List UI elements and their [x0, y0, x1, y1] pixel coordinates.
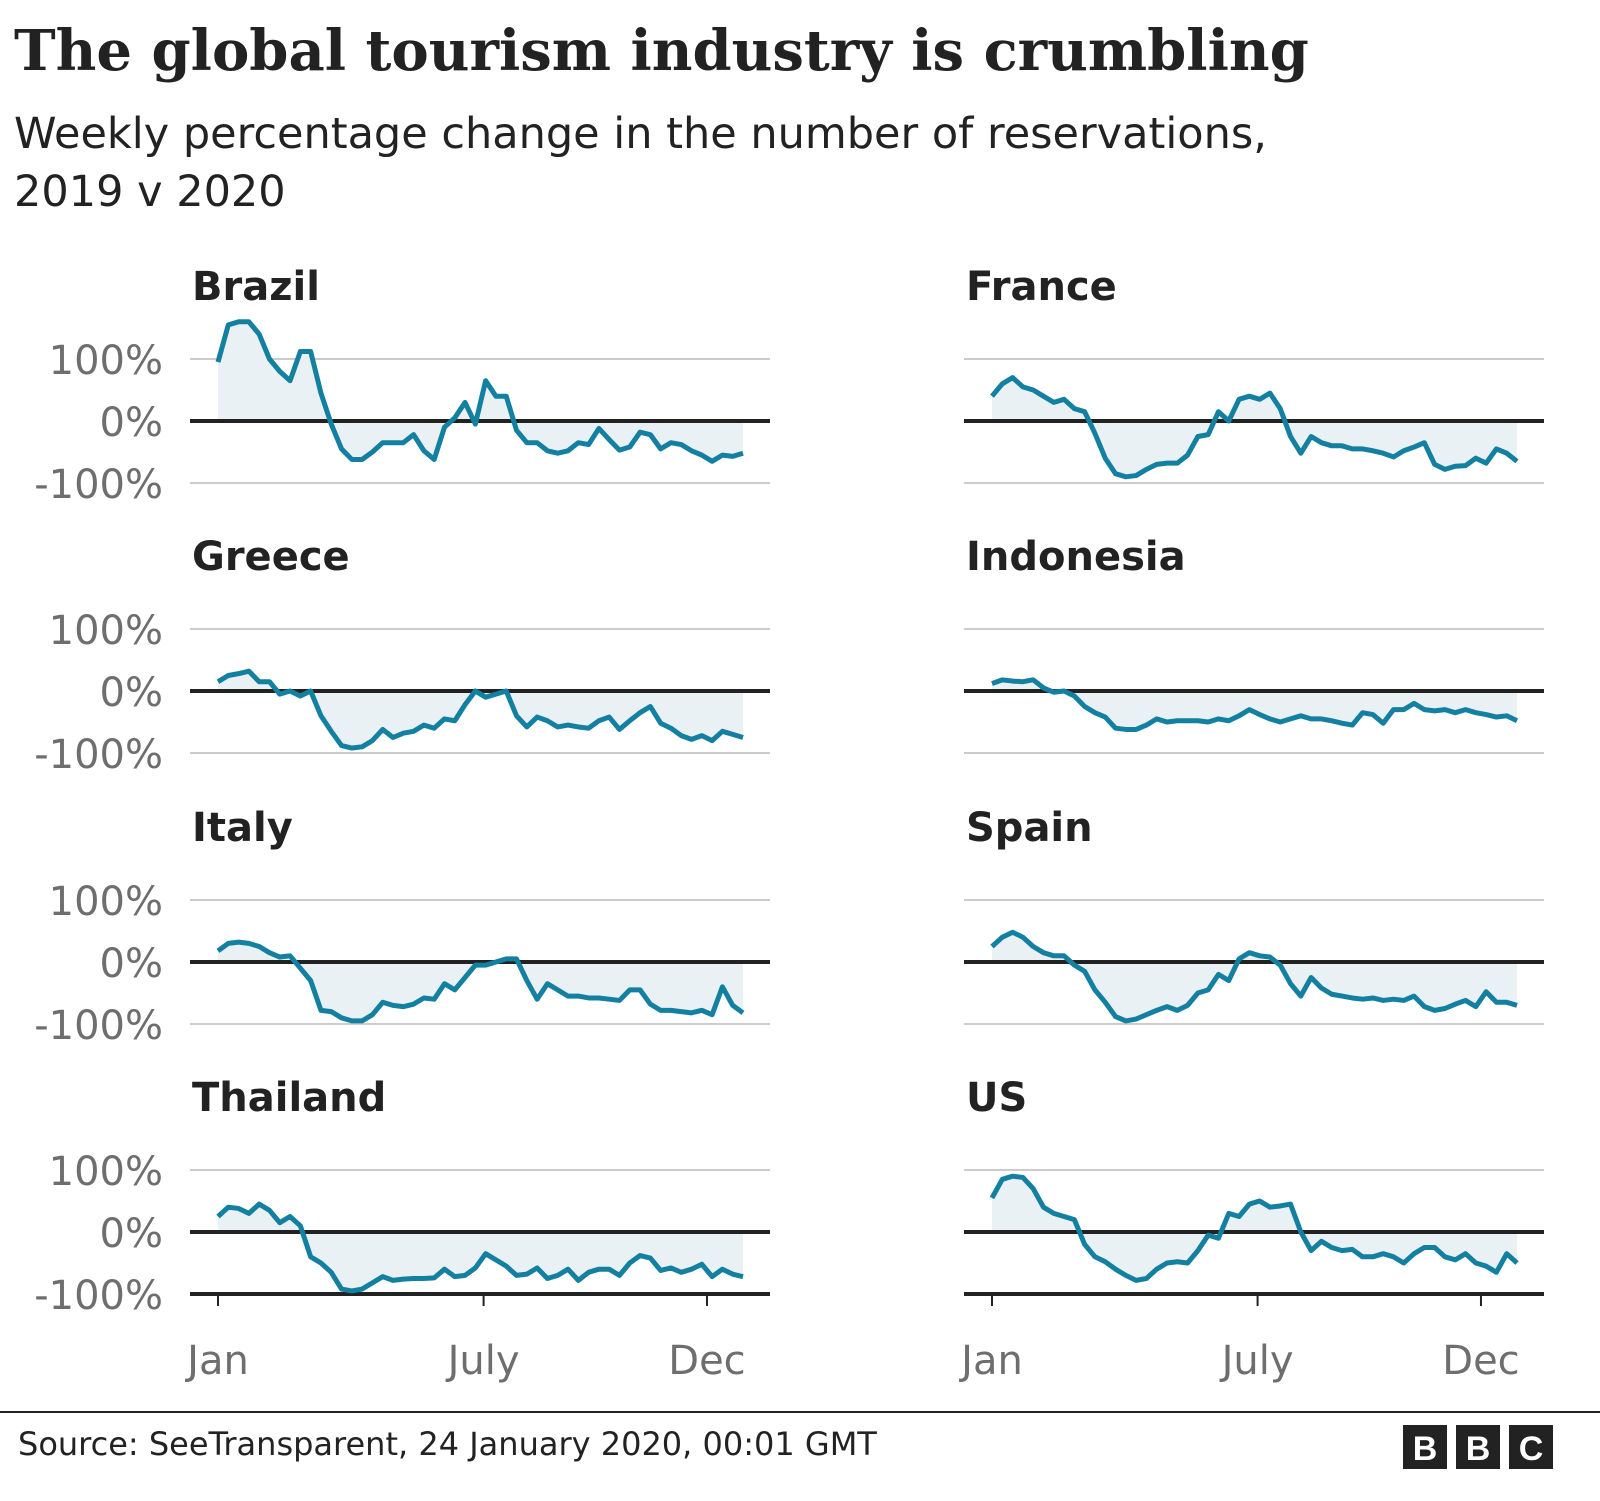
- panel-spain: Spain: [964, 805, 1544, 1025]
- chart-subtitle-line-2: 2019 v 2020: [14, 167, 286, 217]
- panels: Brazil 100% 0% -100% France Greece 100% 0% -100%…: [34, 264, 1544, 1384]
- panel-france: France: [964, 264, 1544, 484]
- series-area: [218, 671, 743, 749]
- panel-greece: Greece 100% 0% -100%: [34, 534, 770, 778]
- panel-title: Thailand: [192, 1075, 386, 1121]
- y-tick-label: -100%: [34, 1273, 163, 1319]
- panel-title: Indonesia: [966, 534, 1186, 580]
- chart-title: The global tourism industry is crumbling: [14, 18, 1309, 84]
- series-area: [218, 1204, 743, 1291]
- y-tick-label: 100%: [49, 1149, 163, 1195]
- series-line: [990, 375, 1519, 480]
- source-text: Source: SeeTransparent, 24 January 2020,…: [18, 1425, 877, 1463]
- series-area: [992, 377, 1517, 477]
- y-tick-label: 0%: [100, 670, 163, 716]
- panel-title: Greece: [192, 534, 350, 580]
- series-line: [989, 1173, 1519, 1283]
- series-area: [992, 679, 1517, 730]
- series-line: [990, 929, 1518, 1024]
- panel-title: Brazil: [192, 264, 320, 310]
- panel-italy: Italy 100% 0% -100%: [34, 805, 770, 1049]
- bbc-logo: B B C: [1403, 1425, 1553, 1469]
- y-tick-label: -100%: [34, 462, 163, 508]
- panel-title: Italy: [192, 805, 293, 851]
- svg-text:B: B: [1413, 1430, 1438, 1468]
- panel-title: US: [966, 1075, 1027, 1121]
- x-tick-label: Jan: [184, 1338, 249, 1384]
- series-area: [992, 1176, 1517, 1281]
- chart-subtitle-line-1: Weekly percentage change in the number o…: [14, 109, 1267, 159]
- x-tick-label: Jan: [958, 1338, 1023, 1384]
- series-area: [218, 942, 743, 1021]
- x-tick-label: July: [445, 1338, 520, 1384]
- panel-title: France: [966, 264, 1117, 310]
- series-area: [218, 321, 743, 462]
- y-tick-label: 100%: [49, 879, 163, 925]
- y-tick-label: 100%: [49, 338, 163, 384]
- y-tick-label: -100%: [34, 732, 163, 778]
- series-line: [216, 1201, 744, 1294]
- x-tick-label: Dec: [1442, 1338, 1519, 1384]
- panel-thailand: Thailand 100% 0% -100% Jan July Dec: [34, 1075, 770, 1384]
- y-tick-label: 0%: [100, 941, 163, 987]
- series-line: [215, 319, 744, 464]
- x-tick-label: July: [1219, 1338, 1294, 1384]
- panel-us: US Jan July Dec: [958, 1075, 1544, 1384]
- panel-title: Spain: [966, 805, 1093, 851]
- y-tick-label: 100%: [49, 608, 163, 654]
- panel-brazil: Brazil 100% 0% -100%: [34, 264, 770, 508]
- y-tick-label: 0%: [100, 1211, 163, 1257]
- series-line: [991, 677, 1519, 732]
- y-tick-label: 0%: [100, 400, 163, 446]
- x-tick-label: Dec: [668, 1338, 745, 1384]
- svg-text:B: B: [1466, 1430, 1491, 1468]
- svg-text:C: C: [1519, 1430, 1544, 1468]
- panel-indonesia: Indonesia: [964, 534, 1544, 754]
- y-tick-label: -100%: [34, 1003, 163, 1049]
- series-line: [216, 939, 745, 1024]
- series-line: [216, 668, 744, 751]
